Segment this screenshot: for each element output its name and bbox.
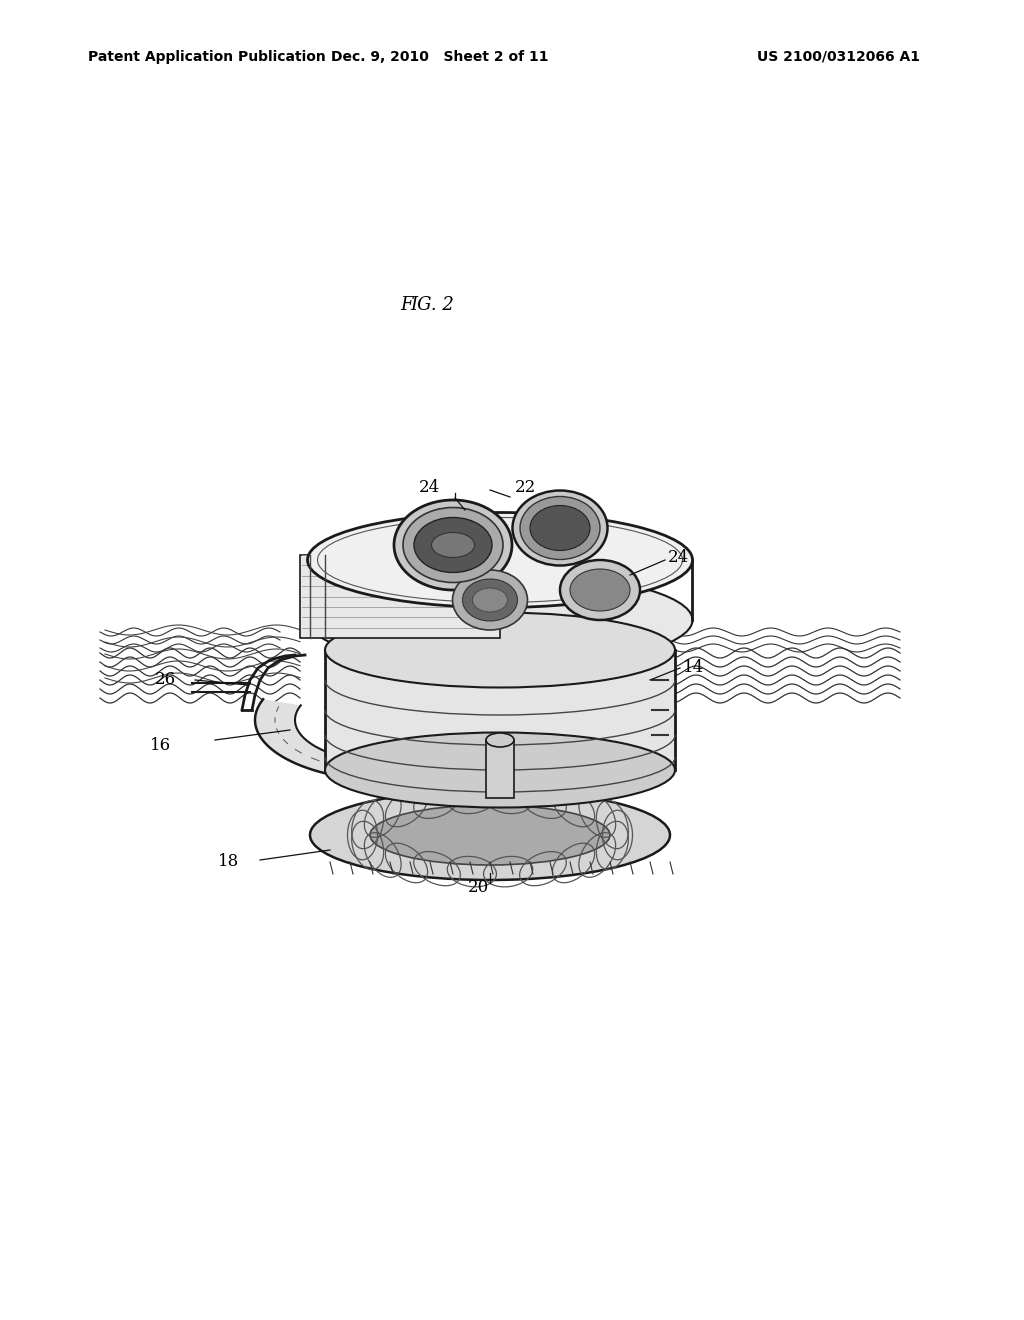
Ellipse shape xyxy=(325,612,675,688)
Ellipse shape xyxy=(307,512,692,607)
Ellipse shape xyxy=(431,532,474,557)
Bar xyxy=(325,649,675,770)
Ellipse shape xyxy=(307,573,692,668)
Ellipse shape xyxy=(325,733,675,808)
Ellipse shape xyxy=(486,733,514,747)
Bar xyxy=(300,554,500,638)
Text: Dec. 9, 2010   Sheet 2 of 11: Dec. 9, 2010 Sheet 2 of 11 xyxy=(331,50,549,63)
Ellipse shape xyxy=(453,570,527,630)
Ellipse shape xyxy=(530,506,590,550)
Text: 24: 24 xyxy=(668,549,689,566)
Text: 20: 20 xyxy=(468,879,489,895)
Bar xyxy=(486,741,514,799)
Ellipse shape xyxy=(370,805,610,865)
Text: 18: 18 xyxy=(218,854,240,870)
Ellipse shape xyxy=(394,500,512,590)
Ellipse shape xyxy=(463,579,517,620)
Text: 16: 16 xyxy=(150,737,171,754)
Ellipse shape xyxy=(560,560,640,620)
Polygon shape xyxy=(255,689,525,780)
Text: 24: 24 xyxy=(419,479,440,496)
Text: Patent Application Publication: Patent Application Publication xyxy=(88,50,326,63)
Ellipse shape xyxy=(403,507,503,582)
Text: US 2100/0312066 A1: US 2100/0312066 A1 xyxy=(757,50,920,63)
Text: 22: 22 xyxy=(515,479,537,496)
Ellipse shape xyxy=(310,789,670,880)
Text: F: F xyxy=(400,296,413,314)
Ellipse shape xyxy=(512,491,607,565)
Ellipse shape xyxy=(472,587,508,612)
Ellipse shape xyxy=(520,496,600,560)
Text: 26: 26 xyxy=(155,671,176,688)
Ellipse shape xyxy=(414,517,492,573)
Ellipse shape xyxy=(570,569,630,611)
Text: 14: 14 xyxy=(683,659,705,676)
Text: IG. 2: IG. 2 xyxy=(410,296,454,314)
